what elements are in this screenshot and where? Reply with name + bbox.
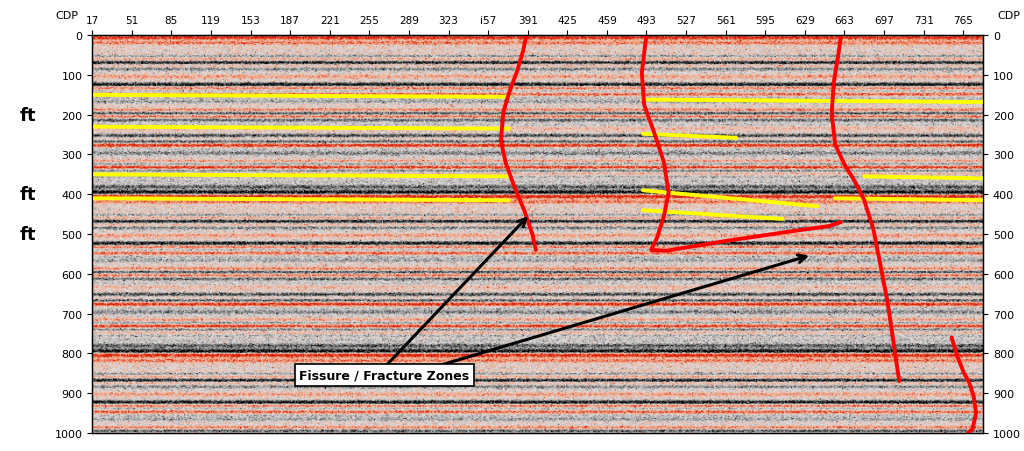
Text: CDP: CDP bbox=[997, 11, 1020, 21]
Text: ft: ft bbox=[19, 226, 36, 244]
Text: CDP: CDP bbox=[55, 11, 78, 21]
Text: ft: ft bbox=[19, 186, 36, 204]
Text: Fissure / Fracture Zones: Fissure / Fracture Zones bbox=[299, 369, 470, 382]
Text: ft: ft bbox=[19, 106, 36, 124]
